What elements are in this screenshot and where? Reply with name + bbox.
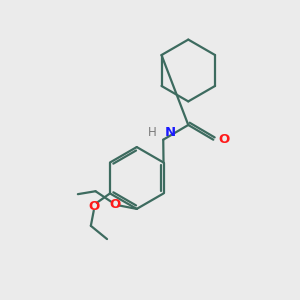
Text: O: O bbox=[218, 133, 230, 146]
Text: H: H bbox=[148, 125, 157, 139]
Text: O: O bbox=[109, 198, 120, 211]
Text: N: N bbox=[165, 125, 176, 139]
Text: O: O bbox=[88, 200, 99, 213]
